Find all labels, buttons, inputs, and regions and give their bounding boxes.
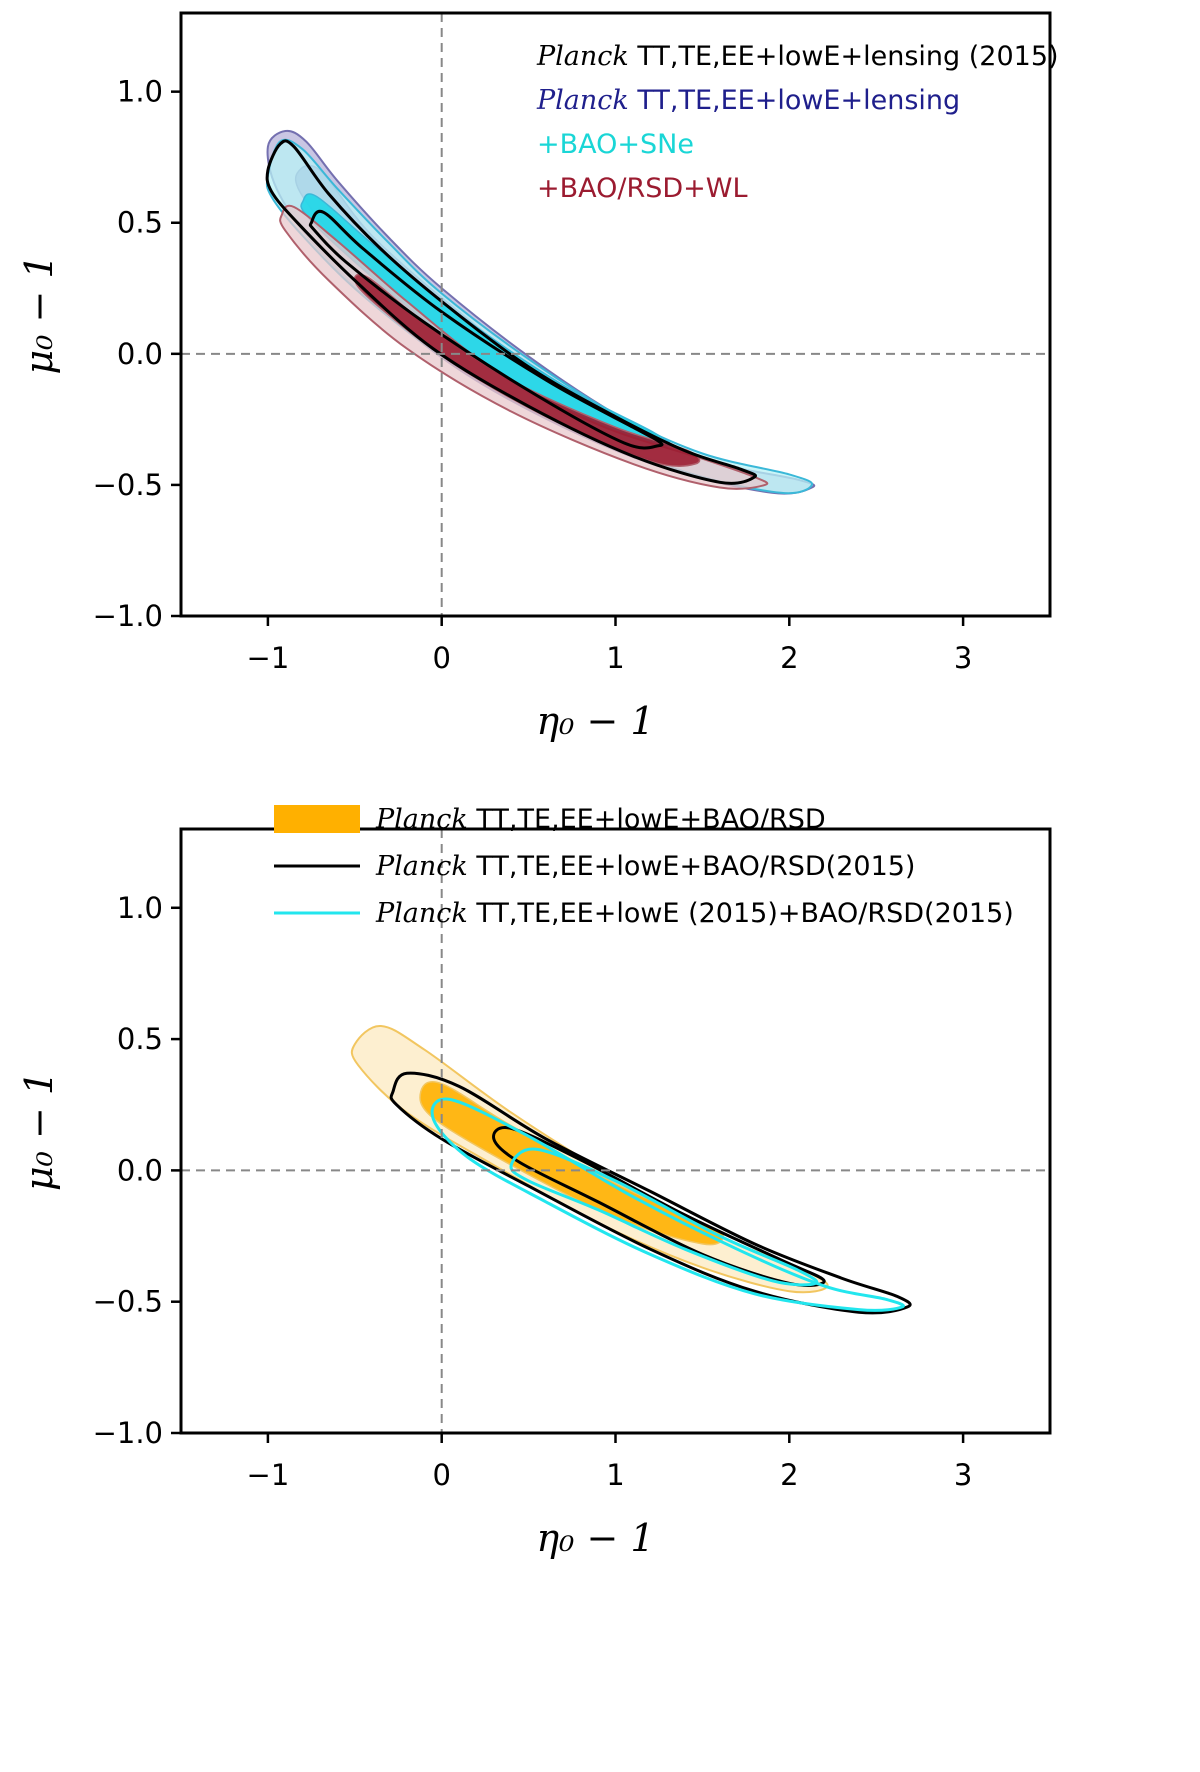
y-tick-label: 0.5 — [117, 1022, 163, 1056]
chart-panel-1: −1 0 1 2 3 −1.0 −0.5 0.0 0.5 1.0 η₀ − 1 μ₀ − 1 Planc… — [17, 11, 1059, 743]
x-tick-label: −1 — [247, 1458, 290, 1492]
legend-swatch — [274, 805, 360, 833]
legend-entry: Planck TT,TE,EE+lowE+lensing (2015) — [536, 41, 1059, 72]
series-2-contour-95 — [389, 1071, 912, 1315]
legend-label-text: TT,TE,EE+lowE+BAO/RSD(2015) — [468, 851, 916, 882]
y-axis-label: μ₀ − 1 — [17, 254, 61, 374]
x-tick-label: 0 — [432, 641, 450, 675]
legend-entry: +BAO/RSD+WL — [537, 173, 748, 204]
y-tick-label: −0.5 — [93, 468, 163, 502]
legend-label-text: TT,TE,EE+lowE+lensing (2015) — [629, 41, 1059, 72]
legend-entry: Planck TT,TE,EE+lowE (2015)+BAO/RSD(2015… — [274, 898, 1014, 929]
legend-label: Planck TT,TE,EE+lowE+BAO/RSD(2015) — [375, 851, 915, 882]
x-tick-label: 3 — [954, 1458, 972, 1492]
legend-label-italic: Planck — [375, 898, 468, 929]
y-tick-label: 1.0 — [117, 75, 163, 109]
legend-label: Planck TT,TE,EE+lowE (2015)+BAO/RSD(2015… — [375, 898, 1014, 929]
x-tick-label: −1 — [247, 641, 290, 675]
legend-label-italic: Planck — [375, 851, 468, 882]
x-tick-label: 2 — [780, 641, 798, 675]
y-tick-label: 0.5 — [117, 206, 163, 240]
legend-label-text: +BAO+SNe — [537, 129, 694, 160]
legend-label-text: TT,TE,EE+lowE+BAO/RSD — [468, 804, 826, 835]
series-2-contour-68 — [492, 1126, 826, 1287]
x-tick-label: 2 — [780, 1458, 798, 1492]
legend-label: +BAO+SNe — [537, 129, 694, 160]
series-3-contour-95 — [279, 204, 769, 490]
y-tick-label: −1.0 — [93, 599, 163, 633]
contours — [350, 1024, 912, 1315]
legend: Planck TT,TE,EE+lowE+lensing (2015)Planc… — [536, 41, 1059, 204]
legend-entry: +BAO+SNe — [537, 129, 694, 160]
legend-entry: Planck TT,TE,EE+lowE+lensing — [536, 85, 960, 116]
legend-label-italic: Planck — [536, 41, 629, 72]
legend-label: Planck TT,TE,EE+lowE+BAO/RSD — [375, 804, 826, 835]
x-tick-label: 0 — [432, 1458, 450, 1492]
y-tick-label: 0.0 — [117, 1153, 163, 1187]
x-tick-label: 1 — [606, 641, 624, 675]
y-axis-label: μ₀ − 1 — [17, 1071, 61, 1191]
legend-label-text: +BAO/RSD+WL — [537, 173, 748, 204]
y-tick-label: 1.0 — [117, 891, 163, 925]
legend-label-italic: Planck — [375, 804, 468, 835]
legend-label-italic: Planck — [536, 85, 629, 116]
x-axis-label: η₀ − 1 — [536, 1516, 654, 1560]
y-tick-label: −1.0 — [93, 1416, 163, 1450]
x-tick-label: 3 — [954, 641, 972, 675]
x-tick-label: 1 — [606, 1458, 624, 1492]
x-axis-label: η₀ − 1 — [536, 699, 654, 743]
y-tick-label: 0.0 — [117, 337, 163, 371]
legend-label: Planck TT,TE,EE+lowE+lensing — [536, 85, 960, 116]
legend-label: Planck TT,TE,EE+lowE+lensing (2015) — [536, 41, 1059, 72]
series-3-contour-95 — [430, 1097, 905, 1312]
series-4-contour-95 — [265, 139, 757, 485]
chart-panel-2: −1 0 1 2 3 −1.0 −0.5 0.0 0.5 1.0 η₀ − 1 μ₀ − 1 Planc… — [17, 804, 1052, 1560]
legend-entry: Planck TT,TE,EE+lowE+BAO/RSD — [274, 804, 826, 835]
y-tick-label: −0.5 — [93, 1285, 163, 1319]
legend-entry: Planck TT,TE,EE+lowE+BAO/RSD(2015) — [274, 851, 915, 882]
contours — [265, 129, 816, 495]
legend-label-text: TT,TE,EE+lowE (2015)+BAO/RSD(2015) — [468, 898, 1014, 929]
series-2-contour-68 — [300, 193, 671, 450]
legend-label: +BAO/RSD+WL — [537, 173, 748, 204]
series-4-contour-68 — [308, 209, 664, 450]
legend-label-text: TT,TE,EE+lowE+lensing — [629, 85, 960, 116]
